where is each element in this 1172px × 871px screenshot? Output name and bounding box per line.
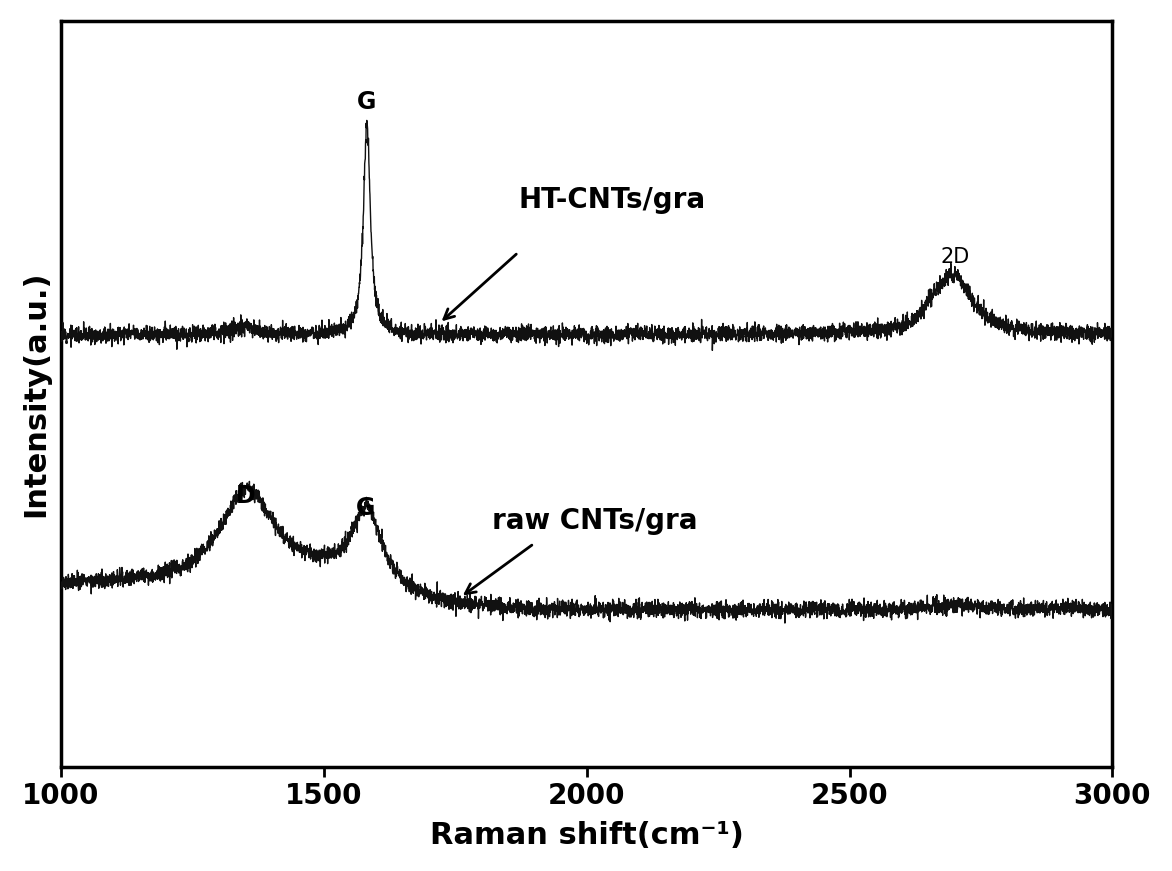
Text: raw CNTs/gra: raw CNTs/gra — [492, 507, 697, 535]
Y-axis label: Intensity(a.u.): Intensity(a.u.) — [21, 271, 50, 517]
Text: HT-CNTs/gra: HT-CNTs/gra — [518, 186, 706, 214]
Text: G: G — [357, 91, 376, 114]
Text: 2D: 2D — [940, 247, 969, 267]
Text: G: G — [356, 496, 375, 520]
X-axis label: Raman shift(cm⁻¹): Raman shift(cm⁻¹) — [430, 821, 743, 850]
Text: D: D — [237, 483, 255, 508]
